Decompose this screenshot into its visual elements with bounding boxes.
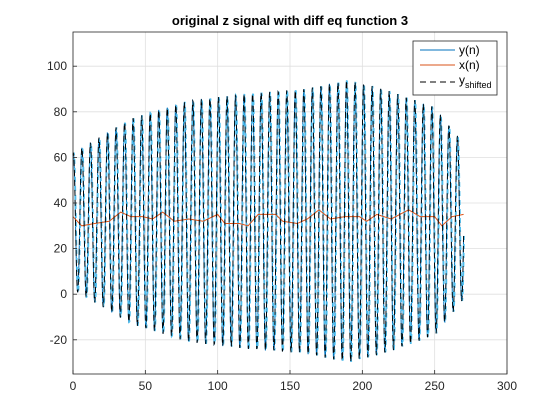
x-tick-label: 0 [70,379,77,393]
series-line-xn [72,209,464,227]
series-line-yshifted [72,80,465,362]
legend-label-xn: x(n) [459,58,480,72]
ticks: 0 50 100 150 200 250 300 -20 0 20 40 60 80 100 [47,59,517,393]
legend-label-yshifted: yshifted [459,73,492,90]
x-tick-label: 50 [139,379,153,393]
x-tick-label: 100 [208,379,228,393]
y-tick-label: -20 [50,333,68,347]
x-tick-label: 300 [497,379,517,393]
y-tick-label: 80 [54,105,68,119]
series-layer [72,80,465,362]
chart-title: original z signal with diff eq function … [172,13,408,28]
legend-label-yshifted-sub: shifted [465,80,492,90]
legend-label-yshifted-main: y [459,73,465,87]
x-tick-label: 200 [352,379,372,393]
legend-label-yn: y(n) [459,43,480,57]
x-tick-label: 250 [425,379,445,393]
y-tick-label: 60 [54,150,68,164]
x-tick-label: 150 [280,379,300,393]
y-tick-label: 100 [47,59,67,73]
legend[interactable]: y(n) x(n) yshifted [412,40,498,96]
y-tick-label: 40 [54,196,68,210]
y-tick-label: 0 [60,287,67,301]
y-tick-label: 20 [54,242,68,256]
